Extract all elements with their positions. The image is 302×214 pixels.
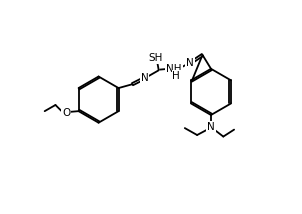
Text: O: O: [62, 108, 70, 118]
Text: N: N: [186, 58, 194, 68]
Text: SH: SH: [148, 53, 163, 63]
Text: N: N: [207, 122, 215, 132]
Text: H: H: [172, 71, 180, 81]
Text: NH: NH: [166, 64, 182, 74]
Text: N: N: [141, 73, 149, 83]
